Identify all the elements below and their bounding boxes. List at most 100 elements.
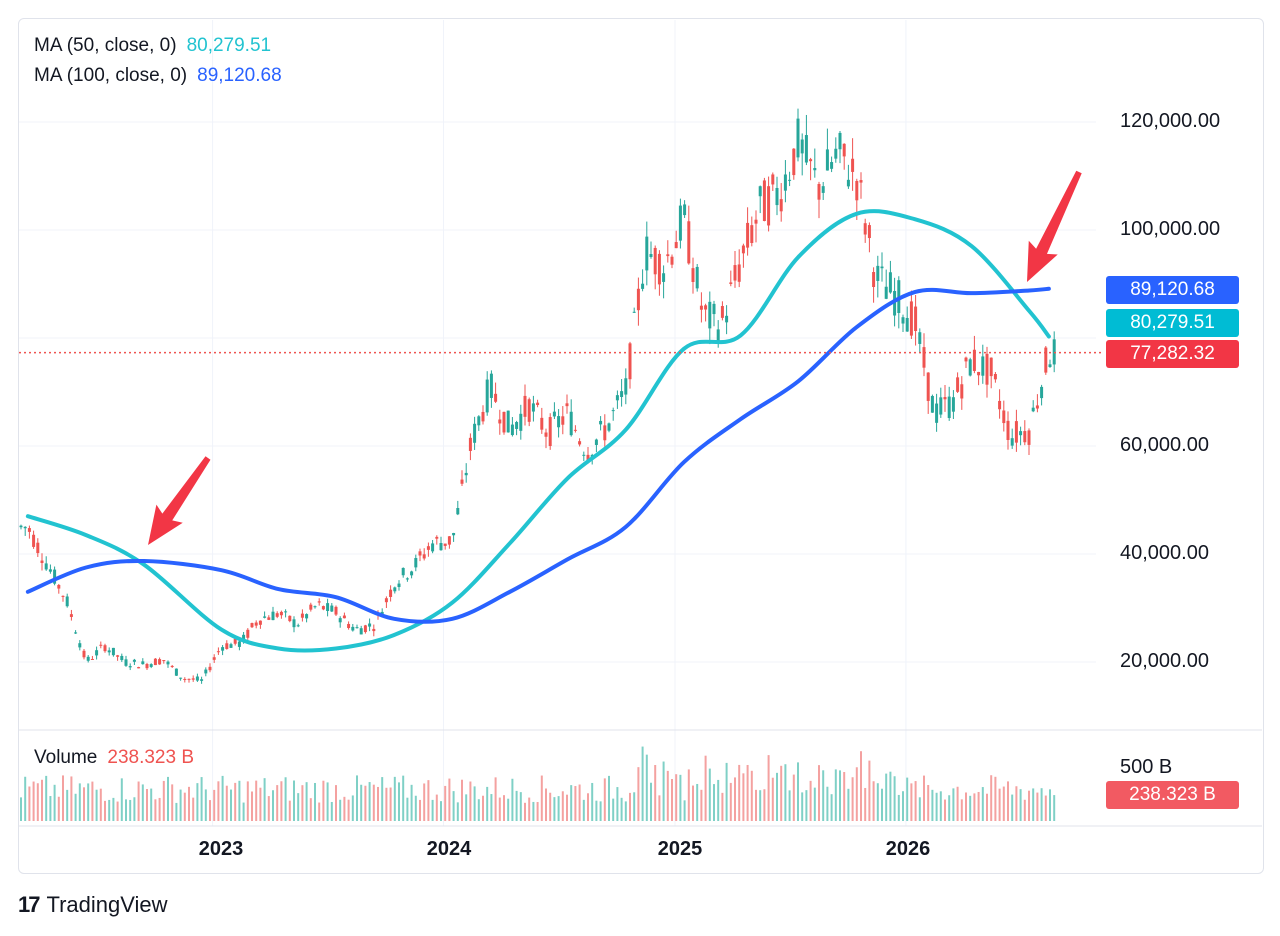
candle-body: [107, 650, 111, 653]
candle-body: [876, 265, 880, 281]
volume-bar: [540, 775, 543, 821]
candle-body: [1048, 364, 1052, 368]
tradingview-logo-icon: 17: [18, 892, 41, 917]
chart-frame: [18, 18, 1264, 874]
candle-body: [855, 180, 859, 201]
candle-body: [678, 205, 682, 241]
volume-bar: [267, 796, 270, 821]
candle-body: [313, 606, 317, 608]
candle-body: [489, 373, 493, 398]
candle-body: [657, 253, 661, 285]
volume-bar: [717, 779, 720, 821]
volume-bar: [591, 782, 594, 821]
volume-bar: [889, 771, 892, 821]
volume-bar: [116, 801, 119, 821]
volume-bar: [288, 800, 291, 821]
candle-body: [78, 643, 82, 648]
candle-body: [82, 650, 86, 658]
candle-body: [825, 149, 829, 171]
candle-body: [292, 619, 296, 628]
candle-body: [569, 411, 573, 436]
candle-body: [431, 543, 435, 552]
candle-body: [636, 288, 640, 311]
volume-bar: [129, 799, 132, 821]
candle-body: [187, 678, 191, 680]
volume-bar: [221, 775, 224, 821]
volume-bar: [406, 797, 409, 821]
legend-ma100-value: 89,120.68: [197, 65, 282, 86]
candle-body: [624, 378, 628, 395]
volume-bar: [280, 781, 283, 821]
volume-bar: [469, 781, 472, 821]
candle-body: [90, 658, 94, 660]
candle-body: [296, 625, 300, 627]
candle-body: [573, 429, 577, 431]
candle-body: [1052, 339, 1056, 365]
tradingview-brand[interactable]: 17 TradingView: [18, 890, 168, 920]
candle-body: [704, 305, 708, 310]
volume-bar: [259, 787, 262, 821]
candle-body: [515, 422, 519, 429]
candle-body: [905, 317, 909, 332]
volume-bar: [410, 784, 413, 821]
volume-bar: [746, 764, 749, 821]
candle-body: [321, 606, 325, 610]
candle-body: [498, 419, 502, 424]
candle-body: [956, 377, 960, 392]
volume-bar: [339, 799, 342, 821]
volume-bar: [620, 797, 623, 821]
candle-body: [305, 614, 309, 619]
candle-body: [477, 416, 481, 426]
candle-body: [519, 413, 523, 431]
volume-bar: [91, 781, 94, 821]
candle-body: [683, 204, 687, 216]
volume-bar: [767, 755, 770, 821]
volume-bar: [927, 784, 930, 821]
candle-body: [410, 571, 414, 576]
candle-body: [985, 353, 989, 385]
volume-bar: [519, 792, 522, 821]
volume-bar: [511, 778, 514, 821]
volume-bar: [188, 786, 190, 821]
candle-body: [32, 534, 36, 547]
volume-bar: [78, 783, 81, 821]
volume-bar: [62, 775, 64, 821]
candle-body: [800, 139, 804, 154]
candle-body: [95, 650, 99, 656]
volume-bar: [809, 780, 812, 821]
volume-bar: [851, 777, 854, 821]
candle-body: [1035, 405, 1039, 409]
candle-body: [834, 148, 838, 159]
volume-bar: [624, 801, 627, 821]
volume-bar: [364, 785, 367, 821]
candle-body: [19, 525, 23, 528]
candle-body: [36, 542, 40, 554]
volume-bar: [284, 777, 287, 821]
volume-bar: [1019, 789, 1022, 821]
candle-body: [221, 647, 225, 651]
candle-body: [981, 356, 985, 376]
candle-body: [544, 432, 548, 437]
legend-ma100: MA (100, close, 0) 89,120.68: [34, 64, 282, 88]
volume-bar: [209, 800, 211, 821]
volume-bar: [923, 775, 925, 821]
candle-body: [867, 225, 871, 239]
volume-bar: [881, 788, 883, 821]
candle-body: [237, 641, 241, 647]
candle-body: [758, 186, 762, 197]
volume-bar: [217, 781, 220, 821]
volume-bar: [435, 794, 438, 821]
candle-body: [53, 569, 57, 584]
candle-body: [1014, 421, 1018, 443]
volume-bar: [1002, 786, 1005, 821]
volume-bar: [687, 769, 690, 821]
volume-bar: [498, 797, 501, 821]
volume-bar: [633, 792, 636, 821]
volume-bar: [242, 802, 245, 821]
volume-bar: [393, 776, 396, 821]
candle-body: [179, 677, 183, 679]
volume-bar: [335, 785, 337, 821]
ma50-line: [25, 209, 1051, 653]
candle-body: [993, 373, 997, 380]
